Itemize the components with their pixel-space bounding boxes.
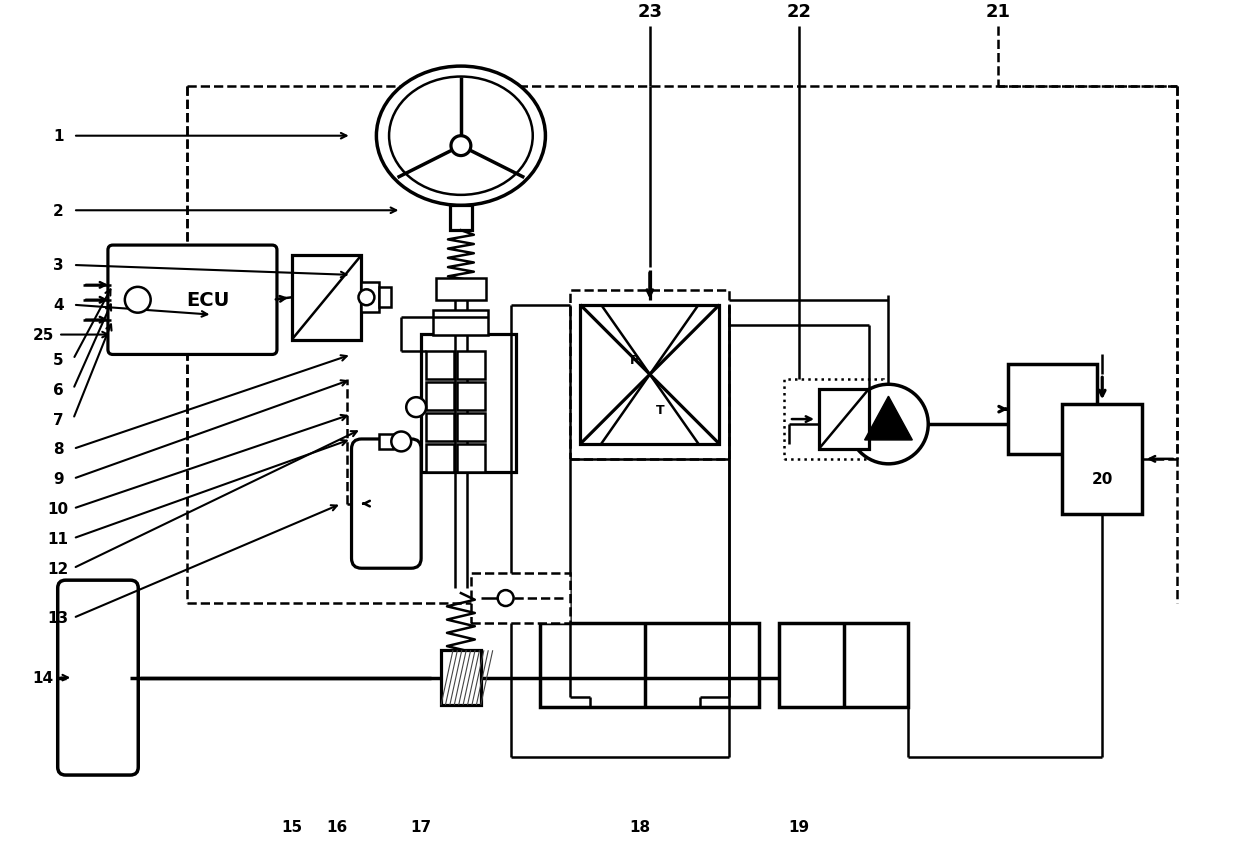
FancyBboxPatch shape (108, 246, 277, 355)
Bar (1063, 404, 1142, 514)
Text: 1: 1 (53, 129, 63, 144)
Text: 17: 17 (410, 819, 432, 834)
FancyBboxPatch shape (351, 439, 422, 569)
Bar (1008, 365, 1097, 455)
Text: T: T (656, 403, 665, 416)
Text: 10: 10 (47, 502, 68, 516)
Circle shape (392, 432, 412, 452)
Text: 22: 22 (786, 3, 811, 21)
Text: 12: 12 (47, 561, 69, 576)
Circle shape (125, 287, 151, 313)
Bar (422, 334, 516, 473)
FancyBboxPatch shape (58, 581, 138, 775)
Polygon shape (864, 397, 913, 440)
Bar (362, 283, 379, 313)
Bar (580, 305, 719, 444)
Bar (427, 444, 454, 473)
Bar (779, 624, 909, 708)
Bar (456, 444, 485, 473)
Text: 15: 15 (281, 819, 303, 834)
Bar (291, 256, 362, 340)
Text: 20: 20 (1091, 472, 1114, 487)
Text: 11: 11 (47, 531, 68, 546)
Text: P: P (630, 353, 640, 367)
Bar (427, 383, 454, 410)
Text: 7: 7 (53, 412, 63, 427)
Text: 5: 5 (53, 352, 63, 368)
Bar (541, 624, 759, 708)
Text: 6: 6 (53, 382, 63, 397)
Text: 21: 21 (986, 3, 1011, 21)
Bar (436, 279, 486, 300)
Text: 19: 19 (789, 819, 810, 834)
Bar (427, 414, 454, 442)
Text: ECU: ECU (187, 291, 231, 310)
Circle shape (358, 290, 374, 306)
Text: 8: 8 (53, 442, 63, 457)
Text: 14: 14 (32, 670, 53, 685)
Text: 4: 4 (53, 298, 63, 313)
Bar (471, 573, 570, 624)
Circle shape (407, 397, 427, 418)
Circle shape (848, 385, 929, 464)
Text: 2: 2 (53, 204, 63, 218)
Text: 25: 25 (32, 328, 55, 343)
Text: 18: 18 (630, 819, 651, 834)
Bar (818, 390, 868, 450)
Text: 13: 13 (47, 611, 68, 626)
Bar (456, 383, 485, 410)
Bar (441, 651, 481, 705)
Bar (456, 352, 485, 380)
Bar (570, 291, 729, 459)
Ellipse shape (389, 78, 533, 195)
Text: 16: 16 (326, 819, 347, 834)
Text: 3: 3 (53, 258, 63, 273)
Bar (450, 206, 472, 231)
Bar (379, 288, 392, 308)
Circle shape (497, 590, 513, 606)
Bar (379, 434, 393, 450)
Bar (784, 380, 883, 459)
Ellipse shape (377, 67, 546, 206)
Bar (427, 352, 454, 380)
Circle shape (451, 136, 471, 156)
Bar (456, 414, 485, 442)
Text: 9: 9 (53, 472, 63, 487)
Bar (433, 310, 487, 335)
Text: 23: 23 (637, 3, 662, 21)
